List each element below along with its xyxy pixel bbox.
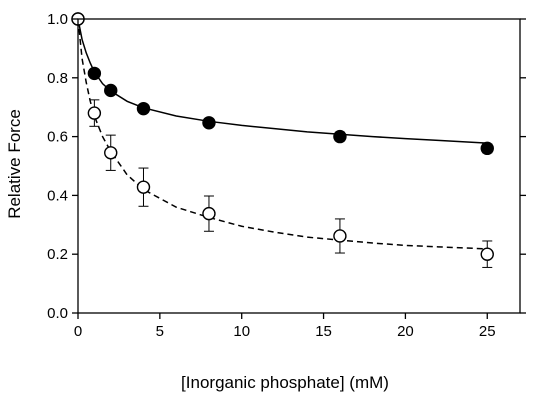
data-points (71, 12, 494, 261)
error-bars (89, 69, 493, 268)
data-point (202, 116, 216, 130)
y-axis-title: Relative Force (5, 109, 24, 219)
data-point (87, 106, 102, 120)
data-point (333, 229, 347, 243)
fit-curve-1 (77, 18, 488, 144)
data-point (136, 180, 151, 194)
data-point (136, 101, 151, 116)
data-point (87, 66, 102, 81)
x-tick-label: 20 (397, 323, 414, 340)
axes: 0 5 10 15 20 25 0.0 0.2 0.4 0.6 0.8 1.0 (47, 11, 526, 340)
data-point (104, 146, 118, 160)
fit-curve-2 (77, 18, 488, 250)
data-point (202, 206, 216, 221)
x-tick-label: 25 (479, 323, 496, 340)
x-tick-label: 0 (74, 323, 82, 340)
x-tick-label: 10 (233, 323, 250, 340)
plot-frame (77, 18, 521, 314)
data-point (480, 247, 494, 261)
y-tick-label: 0.6 (47, 129, 68, 146)
fit-curves (77, 18, 488, 250)
y-tick-label: 0.2 (47, 246, 68, 263)
data-point (333, 129, 347, 144)
x-tick-label: 5 (156, 323, 164, 340)
y-tick-label: 0.0 (47, 305, 68, 322)
y-tick-label: 1.0 (47, 11, 68, 28)
y-tick-label: 0.4 (47, 187, 68, 204)
data-point (480, 141, 494, 156)
x-axis-title: [Inorganic phosphate] (mM) (181, 373, 389, 392)
x-tick-label: 15 (315, 323, 332, 340)
data-point (104, 83, 118, 98)
y-tick-label: 0.8 (47, 70, 68, 87)
